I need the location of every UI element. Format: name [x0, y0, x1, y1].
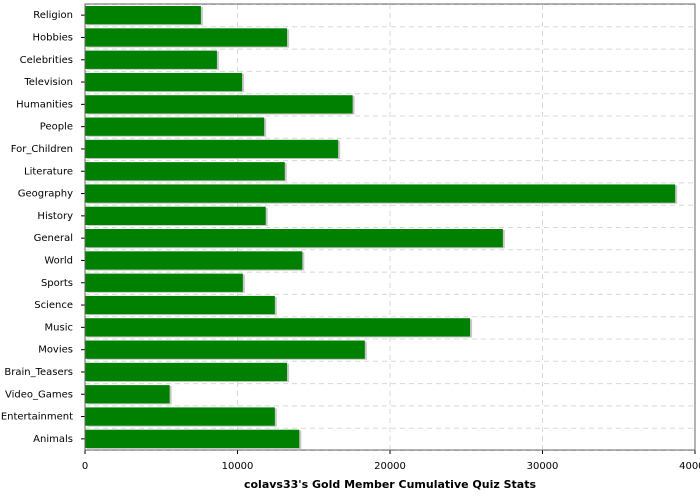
bar: [85, 407, 275, 426]
x-tick-label: 20000: [374, 461, 406, 472]
y-tick-label: Sports: [41, 278, 73, 289]
bar: [85, 95, 353, 114]
bar: [85, 340, 365, 359]
bar: [85, 72, 243, 92]
bar: [85, 295, 275, 315]
bar: [85, 206, 266, 225]
bar: [85, 6, 201, 25]
y-tick-label: Animals: [33, 434, 73, 445]
y-tick-label: Movies: [38, 345, 73, 356]
y-tick-label: Literature: [24, 166, 73, 177]
bar: [85, 229, 503, 248]
y-tick-label: General: [34, 233, 73, 244]
y-tick-label: Video_Games: [5, 389, 73, 400]
x-tick-label: 40000: [679, 461, 700, 472]
x-tick-label: 10000: [222, 461, 254, 472]
y-tick-label: People: [40, 122, 73, 133]
y-tick-label: Television: [23, 77, 73, 88]
bar: [85, 50, 217, 69]
y-tick-label: Hobbies: [33, 32, 73, 43]
y-tick-label: Geography: [18, 189, 73, 200]
y-tick-label: Brain_Teasers: [4, 367, 73, 378]
y-tick-label: Entertainment: [1, 412, 73, 423]
y-tick-label: Celebrities: [20, 55, 73, 66]
bar: [85, 162, 285, 181]
bar: [85, 117, 265, 136]
x-tick-label: 0: [82, 461, 88, 472]
bar: [85, 429, 300, 448]
y-tick-label: Music: [45, 322, 73, 333]
y-tick-label: Science: [34, 300, 73, 311]
bar: [85, 318, 471, 337]
bar: [85, 28, 288, 47]
bar: [85, 251, 303, 270]
bar: [85, 139, 339, 159]
bar: [85, 362, 288, 382]
chart-title: colavs33's Gold Member Cumulative Quiz S…: [244, 478, 536, 491]
y-tick-label: World: [44, 255, 73, 266]
x-tick-label: 30000: [527, 461, 559, 472]
bar: [85, 273, 243, 292]
y-tick-label: Religion: [33, 10, 73, 21]
y-tick-label: History: [37, 211, 73, 222]
y-tick-label: For_Children: [11, 144, 73, 155]
bar: [85, 385, 170, 404]
plot-frame: [84, 3, 696, 451]
y-tick-label: Humanities: [16, 99, 73, 110]
bar: [85, 184, 676, 203]
